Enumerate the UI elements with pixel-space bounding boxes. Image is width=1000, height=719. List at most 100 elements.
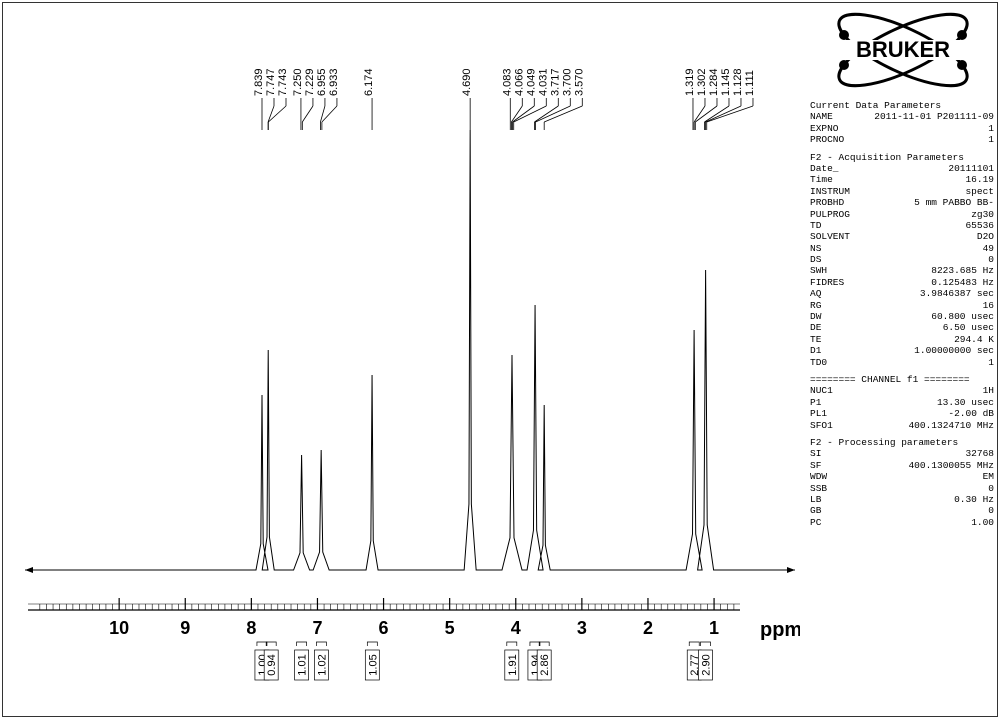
peak-label: 6.955 [316,68,328,96]
param-section-acq: F2 - Acquisition Parameters Date_2011110… [810,152,994,368]
param-key: TD0 [810,357,862,368]
param-section-title: Current Data Parameters [810,100,994,111]
peak-label: 6.933 [328,68,340,96]
integral-label: 2.90 [700,654,712,675]
param-key: NUC1 [810,385,862,396]
param-row: NAME2011-11-01 P201111-09 [810,111,994,122]
param-value: 400.1324710 MHz [862,420,994,431]
param-section-title: F2 - Processing parameters [810,437,994,448]
param-key: DS [810,254,862,265]
param-row: EXPNO1 [810,123,994,134]
peak-label: 3.570 [573,68,585,96]
param-rows-acq: Date_20111101Time16.19INSTRUMspectPROBHD… [810,163,994,368]
x-tick-label: 6 [379,618,389,638]
param-value: EM [862,471,994,482]
param-section-current: Current Data Parameters NAME2011-11-01 P… [810,100,994,146]
integral-label: 1.01 [297,654,309,675]
peak-label: 7.250 [292,68,304,96]
param-key: SOLVENT [810,231,862,242]
param-section-channel: ======== CHANNEL f1 ======== NUC11HP113.… [810,374,994,431]
param-value: 0 [862,483,994,494]
param-value: zg30 [862,209,994,220]
param-value: 60.800 usec [862,311,994,322]
param-value: 6.50 usec [862,322,994,333]
peak-label: 4.083 [501,68,513,96]
nmr-spectrum-plot: 7.8397.7477.7437.2507.2296.9556.9336.174… [20,10,800,700]
x-tick-label: 10 [109,618,129,638]
param-key: TD [810,220,862,231]
peak-label: 4.066 [513,68,525,96]
param-key: NS [810,243,862,254]
x-tick-label: 7 [312,618,322,638]
param-row: AQ3.9846387 sec [810,288,994,299]
param-row: D11.00000000 sec [810,345,994,356]
param-value: 20111101 [862,163,994,174]
param-value: 16 [862,300,994,311]
param-section-proc: F2 - Processing parameters SI32768SF400.… [810,437,994,528]
param-row: INSTRUMspect [810,186,994,197]
integral-label: 2.86 [539,654,551,675]
param-key: RG [810,300,862,311]
param-key: DW [810,311,862,322]
param-key: DE [810,322,862,333]
param-rows-proc: SI32768SF400.1300055 MHzWDWEMSSB0LB0.30 … [810,448,994,528]
param-row: SF400.1300055 MHz [810,460,994,471]
param-value: 1.00 [862,517,994,528]
param-row: LB0.30 Hz [810,494,994,505]
param-value: 32768 [862,448,994,459]
param-row: PROBHD5 mm PABBO BB- [810,197,994,208]
param-value: 3.9846387 sec [862,288,994,299]
param-value: 49 [862,243,994,254]
svg-text:BRUKER: BRUKER [856,37,950,62]
param-row: DW60.800 usec [810,311,994,322]
param-value: 5 mm PABBO BB- [862,197,994,208]
param-value: 1 [862,357,994,368]
integral-label: 1.02 [316,654,328,675]
param-value: 8223.685 Hz [862,265,994,276]
param-row: RG16 [810,300,994,311]
param-value: 1 [862,123,994,134]
param-value: 0 [862,505,994,516]
x-tick-label: 5 [445,618,455,638]
peak-label: 1.319 [684,68,696,96]
param-row: PULPROGzg30 [810,209,994,220]
param-row: SI32768 [810,448,994,459]
peak-label: 1.111 [744,70,756,96]
param-key: Time [810,174,862,185]
peak-label: 7.747 [265,68,277,96]
param-key: SF [810,460,862,471]
param-row: Date_20111101 [810,163,994,174]
peak-label: 6.174 [363,68,375,96]
param-key: WDW [810,471,862,482]
param-value: 2011-11-01 P201111-09 [862,111,994,122]
x-tick-label: 8 [246,618,256,638]
peak-label: 4.049 [525,68,537,96]
param-value: 294.4 K [862,334,994,345]
x-tick-label: 1 [709,618,719,638]
param-row: GB0 [810,505,994,516]
param-key: SI [810,448,862,459]
param-key: TE [810,334,862,345]
integral-label: 0.94 [266,654,278,675]
param-key: SSB [810,483,862,494]
param-row: TE294.4 K [810,334,994,345]
x-tick-label: 9 [180,618,190,638]
param-row: DE6.50 usec [810,322,994,333]
peak-label: 1.128 [732,68,744,96]
x-tick-label: 4 [511,618,521,638]
x-axis-label: ppm [760,619,800,641]
param-key: AQ [810,288,862,299]
param-row: SWH8223.685 Hz [810,265,994,276]
param-key: P1 [810,397,862,408]
param-row: PROCNO1 [810,134,994,145]
param-section-title: F2 - Acquisition Parameters [810,152,994,163]
integral-label: 1.91 [507,654,519,675]
param-value: 0 [862,254,994,265]
param-key: D1 [810,345,862,356]
param-row: P113.30 usec [810,397,994,408]
x-tick-label: 3 [577,618,587,638]
peak-label: 7.743 [277,68,289,96]
param-key: Date_ [810,163,862,174]
param-value: 1.00000000 sec [862,345,994,356]
peak-label: 7.229 [304,68,316,96]
